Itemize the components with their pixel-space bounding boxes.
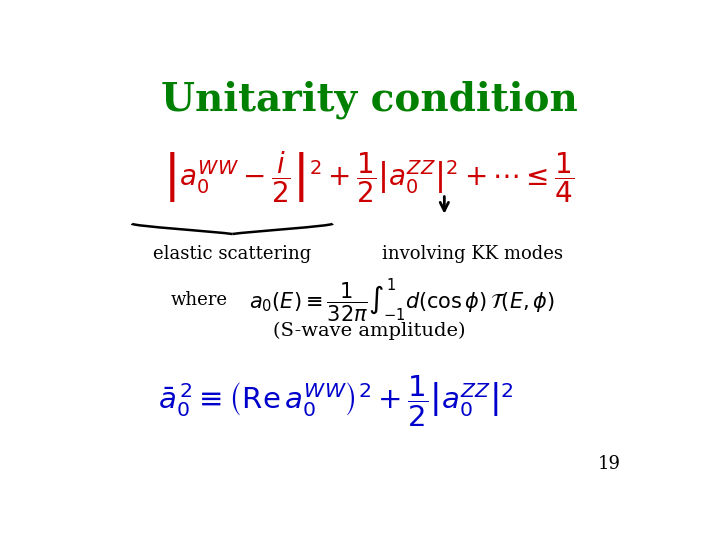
Text: involving KK modes: involving KK modes	[382, 245, 563, 263]
Text: $\bar{a}_0^{\,2} \equiv \left(\mathrm{Re}\, a_0^{WW}\right)^2 + \dfrac{1}{2}\lef: $\bar{a}_0^{\,2} \equiv \left(\mathrm{Re…	[158, 374, 513, 429]
Text: Unitarity condition: Unitarity condition	[161, 81, 577, 119]
Text: $\left|a_0^{WW} - \dfrac{i}{2}\right|^2 + \dfrac{1}{2}\left|a_0^{ZZ}\right|^2 + : $\left|a_0^{WW} - \dfrac{i}{2}\right|^2 …	[163, 149, 575, 205]
Text: (S-wave amplitude): (S-wave amplitude)	[273, 322, 465, 340]
Text: where: where	[171, 291, 228, 309]
Text: 19: 19	[598, 455, 621, 473]
Text: $a_0(E) \equiv \dfrac{1}{32\pi}\int_{-1}^{1} d(\cos\phi)\,\mathcal{T}(E,\phi)$: $a_0(E) \equiv \dfrac{1}{32\pi}\int_{-1}…	[249, 276, 556, 323]
Text: elastic scattering: elastic scattering	[153, 245, 312, 263]
